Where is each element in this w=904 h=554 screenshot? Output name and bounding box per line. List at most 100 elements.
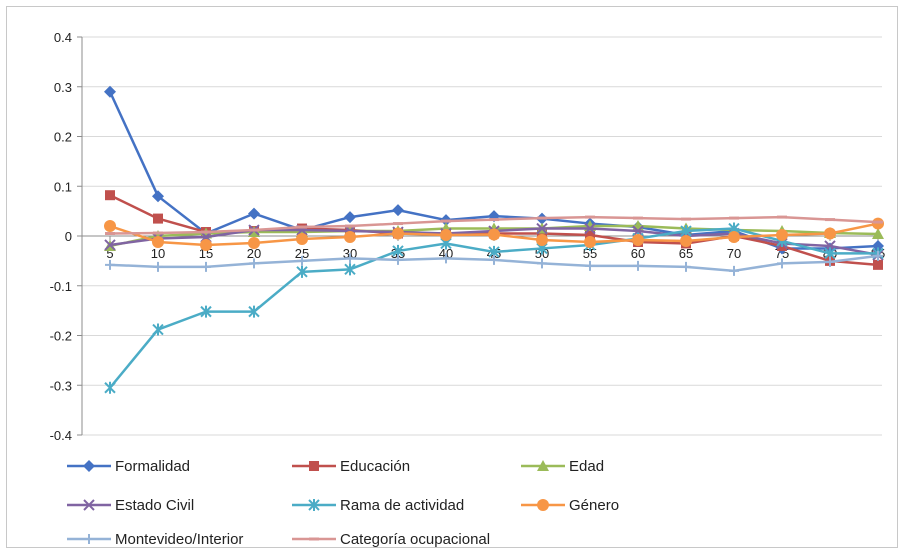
x-tick-label: 25 — [295, 246, 309, 261]
y-tick-label: 0.3 — [54, 80, 72, 95]
series-group — [104, 85, 884, 394]
data-point — [681, 261, 691, 272]
data-point — [152, 323, 164, 336]
data-point — [153, 261, 163, 272]
data-point — [776, 229, 788, 242]
data-point — [152, 190, 164, 203]
data-point — [632, 233, 644, 246]
data-point — [104, 220, 116, 233]
series-6 — [105, 250, 883, 276]
data-point — [824, 227, 836, 240]
data-point — [633, 260, 643, 271]
data-point — [873, 259, 883, 270]
y-tick-label: -0.2 — [50, 329, 72, 344]
y-tick-label: 0.1 — [54, 179, 72, 194]
x-tick-label: 20 — [247, 246, 261, 261]
y-tick-label: 0.4 — [54, 30, 72, 45]
data-point — [872, 228, 884, 240]
legend-item: Categoría ocupacional — [292, 531, 490, 548]
data-point — [104, 239, 116, 251]
x-tick-label: 60 — [631, 246, 645, 261]
data-point — [873, 250, 883, 261]
legend-marker — [309, 461, 319, 471]
data-point — [105, 259, 115, 270]
legend-item: Montevideo/Interior — [67, 531, 243, 548]
legend-item: Estado Civil — [67, 497, 194, 514]
data-point — [248, 305, 260, 318]
legend-item: Género — [521, 497, 619, 514]
data-point — [536, 233, 548, 246]
legend-label: Formalidad — [115, 458, 190, 475]
legend: Formalidad Educación Edad Estado Civil Rama … — [67, 458, 619, 548]
data-point — [872, 239, 884, 252]
data-point — [105, 190, 115, 201]
x-tick-label: 15 — [199, 246, 213, 261]
data-point — [104, 381, 116, 394]
data-point — [248, 207, 260, 220]
x-tick-label: 70 — [727, 246, 741, 261]
legend-label: Educación — [340, 458, 410, 475]
legend-item: Rama de actividad — [292, 497, 464, 514]
chart-frame: 0.4 0.3 0.2 0.1 0 -0.1 -0.2 -0.3 -0.4 5 10 15 20 25 3… — [6, 6, 898, 548]
data-point — [536, 222, 548, 235]
y-tick-label: 0.2 — [54, 130, 72, 145]
series-7 — [105, 215, 883, 236]
legend-item: Educación — [292, 458, 410, 475]
legend-marker — [83, 499, 95, 511]
data-point — [344, 230, 356, 243]
legend-label: Montevideo/Interior — [115, 531, 243, 547]
data-point — [584, 235, 596, 248]
line-chart: 0.40.30.20.10-0.1-0.2-0.3-0.4 5 10 15 20 25 3… — [50, 30, 886, 548]
data-point — [296, 265, 308, 278]
data-point — [777, 258, 787, 269]
data-point — [249, 258, 259, 269]
legend-marker — [537, 499, 549, 511]
legend-label: Género — [569, 497, 619, 514]
data-point — [585, 230, 595, 241]
data-point — [296, 232, 308, 245]
legend-label: Rama de actividad — [340, 497, 464, 514]
data-point — [344, 211, 356, 224]
data-point — [537, 258, 547, 269]
data-point — [488, 228, 500, 241]
x-tick-label: 5 — [106, 246, 113, 261]
data-point — [104, 85, 116, 98]
data-point — [728, 230, 740, 243]
data-point — [585, 260, 595, 271]
legend-item: Edad — [521, 458, 604, 475]
series-5 — [104, 217, 884, 251]
series-4 — [104, 222, 884, 394]
legend-item: Formalidad — [67, 458, 190, 475]
y-axis: 0.4 0.3 0.2 0.1 0 -0.1 -0.2 -0.3 -0.4 — [50, 30, 83, 443]
data-point — [152, 235, 164, 248]
legend-label: Estado Civil — [115, 497, 194, 514]
data-point — [825, 256, 835, 267]
x-tick-label: 10 — [151, 246, 165, 261]
legend-marker — [308, 499, 320, 511]
data-point — [440, 229, 452, 242]
x-tick-label: 65 — [679, 246, 693, 261]
data-point — [584, 222, 596, 235]
legend-label: Categoría ocupacional — [340, 531, 490, 547]
data-point — [201, 261, 211, 272]
data-point — [297, 255, 307, 266]
y-tick-label: -0.3 — [50, 378, 72, 393]
data-point — [248, 236, 260, 249]
data-point — [200, 238, 212, 251]
legend-marker — [84, 534, 94, 544]
y-tick-label: -0.4 — [50, 428, 72, 443]
data-point — [489, 254, 499, 265]
legend-marker — [537, 460, 549, 471]
data-point — [345, 253, 355, 264]
data-point — [680, 234, 692, 247]
legend-marker — [83, 460, 95, 472]
legend-label: Edad — [569, 458, 604, 475]
data-point — [392, 204, 404, 217]
data-point — [200, 305, 212, 318]
data-point — [729, 265, 739, 276]
data-point — [344, 263, 356, 276]
y-tick-label: 0 — [65, 229, 72, 244]
data-point — [392, 227, 404, 240]
y-tick-label: -0.1 — [50, 279, 72, 294]
data-point — [393, 254, 403, 265]
